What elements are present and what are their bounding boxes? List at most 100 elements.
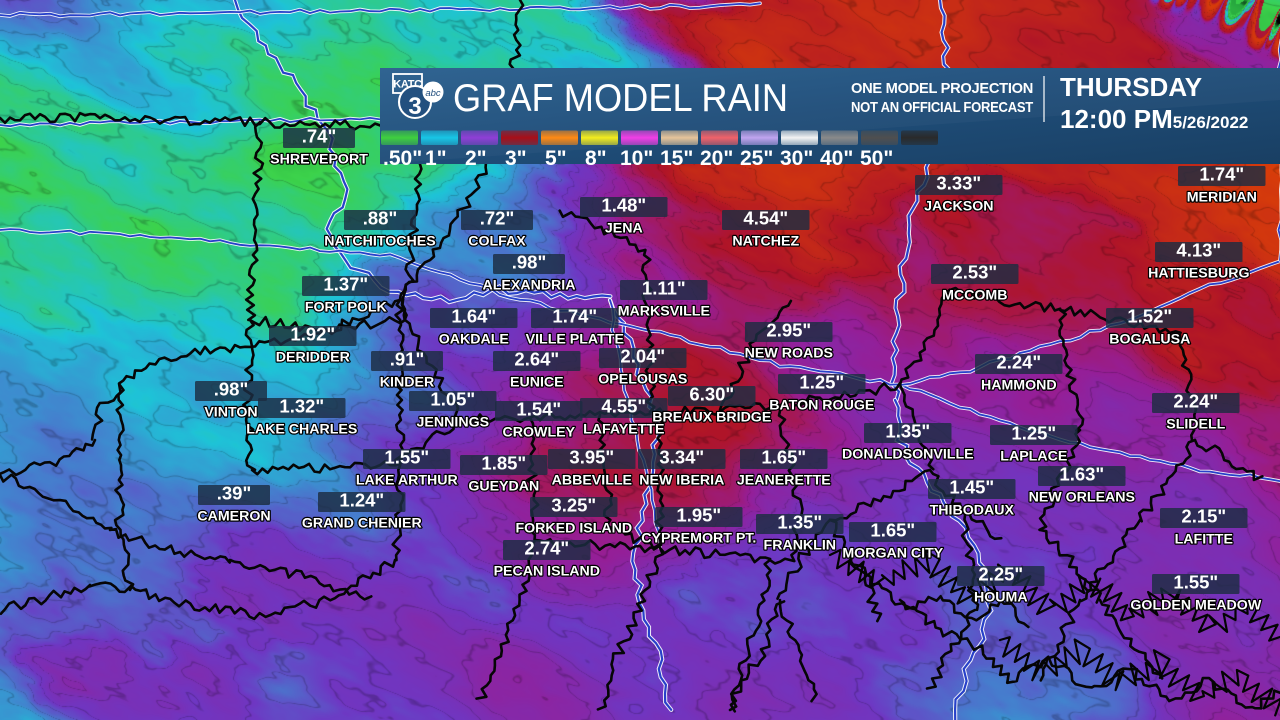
svg-text:5": 5" [545,147,567,170]
svg-text:1.63": 1.63" [1059,464,1104,485]
svg-text:SLIDELL: SLIDELL [1166,417,1225,433]
svg-text:1.11": 1.11" [642,278,686,299]
svg-text:BREAUX BRIDGE: BREAUX BRIDGE [652,410,771,426]
svg-text:3.33": 3.33" [936,173,981,194]
svg-text:1.64": 1.64" [451,306,496,327]
svg-text:.39": .39" [217,483,252,504]
svg-text:HATTIESBURG: HATTIESBURG [1148,266,1249,282]
svg-text:abc: abc [425,88,441,99]
svg-text:DONALDSONVILLE: DONALDSONVILLE [842,447,974,463]
svg-text:NATCHITOCHES: NATCHITOCHES [324,234,435,250]
svg-text:JEANERETTE: JEANERETTE [737,473,831,489]
svg-text:2.24": 2.24" [1173,391,1218,412]
svg-text:1.25": 1.25" [1011,423,1056,444]
svg-text:3.34": 3.34" [659,447,704,468]
svg-text:2.15": 2.15" [1181,506,1226,527]
svg-text:HAMMOND: HAMMOND [981,378,1057,394]
svg-text:THURSDAY: THURSDAY [1060,72,1202,102]
svg-text:1.54": 1.54" [516,399,561,420]
svg-text:10": 10" [620,147,653,170]
svg-text:OAKDALE: OAKDALE [439,332,509,348]
svg-text:NEW ORLEANS: NEW ORLEANS [1029,490,1135,506]
svg-text:1.52": 1.52" [1127,306,1172,327]
svg-text:2.53": 2.53" [952,262,997,283]
svg-text:25": 25" [740,147,773,170]
svg-text:1.24": 1.24" [339,490,384,511]
svg-text:4.13": 4.13" [1176,240,1221,261]
svg-text:1.45": 1.45" [949,477,994,498]
svg-text:2.95": 2.95" [766,320,811,341]
svg-text:1.85": 1.85" [481,453,526,474]
svg-text:PECAN ISLAND: PECAN ISLAND [494,564,600,580]
svg-text:4.54": 4.54" [743,208,788,229]
svg-text:NEW IBERIA: NEW IBERIA [639,473,724,489]
svg-text:MARKSVILLE: MARKSVILLE [618,304,710,320]
svg-text:KINDER: KINDER [380,375,434,391]
svg-text:MCCOMB: MCCOMB [942,288,1007,304]
svg-text:2.25": 2.25" [978,564,1023,585]
svg-text:FRANKLIN: FRANKLIN [764,538,837,554]
svg-text:2": 2" [465,147,487,170]
svg-text:40": 40" [820,147,853,170]
svg-text:3.25": 3.25" [551,495,596,516]
svg-text:2.04": 2.04" [620,346,665,367]
svg-text:VINTON: VINTON [204,405,257,421]
svg-text:1.95": 1.95" [676,505,721,526]
svg-text:20": 20" [700,147,733,170]
svg-text:.74": .74" [302,126,337,147]
svg-text:1.35": 1.35" [885,421,930,442]
svg-text:ONE MODEL PROJECTION: ONE MODEL PROJECTION [851,80,1033,97]
svg-text:JACKSON: JACKSON [924,199,993,215]
svg-text:DERIDDER: DERIDDER [276,350,350,366]
svg-text:1.48": 1.48" [601,195,646,216]
svg-text:LAPLACE: LAPLACE [1000,449,1067,465]
svg-text:CYPREMORT PT.: CYPREMORT PT. [641,531,756,547]
svg-text:1.74": 1.74" [1199,164,1244,185]
svg-text:NEW ROADS: NEW ROADS [745,346,833,362]
svg-text:1.65": 1.65" [870,520,915,541]
svg-text:15": 15" [660,147,693,170]
svg-text:BATON ROUGE: BATON ROUGE [769,398,874,414]
svg-text:CAMERON: CAMERON [197,509,270,525]
svg-text:50": 50" [860,147,893,170]
svg-text:OPELOUSAS: OPELOUSAS [598,372,687,388]
svg-text:JENA: JENA [605,221,643,237]
svg-text:FORKED ISLAND: FORKED ISLAND [515,521,632,537]
svg-text:MORGAN CITY: MORGAN CITY [842,546,943,562]
svg-text:SHREVEPORT: SHREVEPORT [270,152,368,168]
svg-text:COLFAX: COLFAX [468,234,526,250]
svg-text:JENNINGS: JENNINGS [417,415,490,431]
svg-text:1.05": 1.05" [430,389,475,410]
svg-text:1": 1" [425,147,447,170]
svg-text:3: 3 [408,93,421,120]
svg-text:LAFITTE: LAFITTE [1175,532,1233,548]
svg-text:3": 3" [505,147,527,170]
svg-text:30": 30" [780,147,813,170]
svg-text:BOGALUSA: BOGALUSA [1109,332,1190,348]
svg-text:2.64": 2.64" [514,349,559,370]
svg-text:GRAF MODEL RAIN: GRAF MODEL RAIN [453,77,788,120]
svg-text:GRAND CHENIER: GRAND CHENIER [302,516,422,532]
svg-text:ABBEVILLE: ABBEVILLE [552,473,632,489]
svg-text:LAKE CHARLES: LAKE CHARLES [246,422,357,438]
svg-text:1.65": 1.65" [761,447,806,468]
svg-text:HOUMA: HOUMA [974,590,1028,606]
svg-text:1.32": 1.32" [279,396,324,417]
svg-text:MERIDIAN: MERIDIAN [1187,190,1257,206]
svg-text:1.35": 1.35" [777,512,822,533]
svg-text:2.74": 2.74" [524,538,569,559]
svg-text:.98": .98" [512,252,547,273]
svg-text:4.55": 4.55" [601,396,646,417]
svg-text:GUEYDAN: GUEYDAN [468,479,539,495]
svg-text:.98": .98" [214,379,249,400]
svg-text:.72": .72" [480,208,515,229]
svg-text:FORT POLK: FORT POLK [305,300,388,316]
svg-text:3.95": 3.95" [569,447,614,468]
svg-text:.91": .91" [390,349,425,370]
svg-text:EUNICE: EUNICE [510,375,564,391]
svg-text:1.55": 1.55" [1173,572,1218,593]
svg-text:GOLDEN MEADOW: GOLDEN MEADOW [1130,598,1261,614]
svg-text:1.55": 1.55" [384,447,429,468]
svg-text:6.30": 6.30" [689,384,734,405]
svg-text:ALEXANDRIA: ALEXANDRIA [482,278,575,294]
